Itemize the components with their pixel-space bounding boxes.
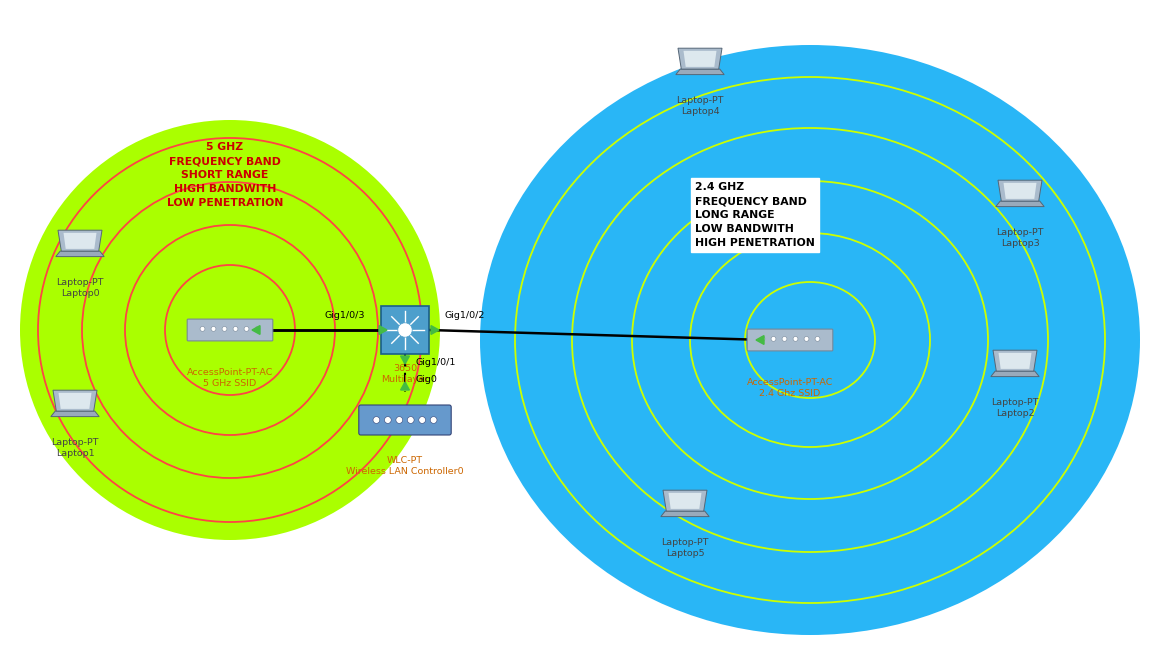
Polygon shape bbox=[661, 511, 709, 517]
Polygon shape bbox=[998, 180, 1042, 201]
Polygon shape bbox=[676, 69, 724, 74]
Circle shape bbox=[782, 336, 786, 342]
Text: Gig1/0/2: Gig1/0/2 bbox=[444, 311, 485, 320]
Text: AccessPoint-PT-AC
5 GHz SSID: AccessPoint-PT-AC 5 GHz SSID bbox=[187, 368, 274, 388]
Polygon shape bbox=[995, 201, 1044, 206]
FancyBboxPatch shape bbox=[358, 405, 451, 435]
Polygon shape bbox=[668, 493, 702, 509]
Circle shape bbox=[211, 326, 216, 331]
Circle shape bbox=[398, 323, 412, 337]
Polygon shape bbox=[64, 233, 96, 249]
Text: 5 GHZ
FREQUENCY BAND
SHORT RANGE
HIGH BANDWITH
LOW PENETRATION: 5 GHZ FREQUENCY BAND SHORT RANGE HIGH BA… bbox=[167, 142, 283, 208]
Circle shape bbox=[771, 336, 776, 342]
Circle shape bbox=[760, 336, 764, 342]
Circle shape bbox=[244, 326, 249, 331]
Circle shape bbox=[407, 417, 414, 423]
Text: Laptop-PT
Laptop1: Laptop-PT Laptop1 bbox=[51, 438, 99, 458]
Circle shape bbox=[815, 336, 820, 342]
Text: Gig1/0/1: Gig1/0/1 bbox=[415, 358, 456, 367]
Polygon shape bbox=[58, 393, 92, 409]
Circle shape bbox=[793, 336, 798, 342]
Text: Laptop-PT
Laptop0: Laptop-PT Laptop0 bbox=[56, 278, 103, 298]
Circle shape bbox=[804, 336, 809, 342]
Text: Laptop-PT
Laptop4: Laptop-PT Laptop4 bbox=[676, 96, 724, 116]
Polygon shape bbox=[664, 490, 706, 511]
Polygon shape bbox=[1003, 183, 1037, 199]
FancyBboxPatch shape bbox=[380, 306, 429, 354]
Polygon shape bbox=[53, 390, 97, 411]
Polygon shape bbox=[999, 353, 1031, 369]
Circle shape bbox=[255, 326, 260, 331]
Polygon shape bbox=[56, 251, 104, 257]
Text: 2.4 GHZ
FREQUENCY BAND
LONG RANGE
LOW BANDWITH
HIGH PENETRATION: 2.4 GHZ FREQUENCY BAND LONG RANGE LOW BA… bbox=[695, 182, 814, 248]
Polygon shape bbox=[432, 326, 438, 334]
Text: Laptop-PT
Laptop3: Laptop-PT Laptop3 bbox=[996, 228, 1044, 248]
FancyBboxPatch shape bbox=[187, 319, 273, 341]
Circle shape bbox=[430, 417, 437, 423]
Circle shape bbox=[233, 326, 238, 331]
Polygon shape bbox=[252, 326, 260, 334]
Text: Laptop-PT
Laptop5: Laptop-PT Laptop5 bbox=[661, 538, 709, 558]
Text: Gig1/0/3: Gig1/0/3 bbox=[325, 311, 365, 320]
Polygon shape bbox=[58, 231, 102, 251]
FancyBboxPatch shape bbox=[747, 329, 833, 351]
Polygon shape bbox=[991, 371, 1039, 377]
Polygon shape bbox=[993, 350, 1037, 371]
Polygon shape bbox=[677, 48, 722, 69]
Polygon shape bbox=[51, 411, 100, 417]
Polygon shape bbox=[756, 336, 764, 344]
Text: WLC-PT
Wireless LAN Controller0: WLC-PT Wireless LAN Controller0 bbox=[346, 456, 464, 476]
Polygon shape bbox=[400, 356, 409, 364]
Circle shape bbox=[374, 417, 379, 423]
Text: AccessPoint-PT-AC
2.4 Ghz SSID: AccessPoint-PT-AC 2.4 Ghz SSID bbox=[747, 378, 833, 398]
Circle shape bbox=[222, 326, 227, 331]
Circle shape bbox=[20, 120, 440, 540]
Text: 3650
Multilayer: 3650 Multilayer bbox=[382, 364, 428, 384]
Circle shape bbox=[200, 326, 205, 331]
Circle shape bbox=[384, 417, 391, 423]
Polygon shape bbox=[683, 51, 717, 67]
Circle shape bbox=[419, 417, 426, 423]
Circle shape bbox=[396, 417, 403, 423]
Text: Laptop-PT
Laptop2: Laptop-PT Laptop2 bbox=[992, 398, 1038, 418]
Polygon shape bbox=[400, 382, 409, 390]
Polygon shape bbox=[379, 326, 387, 334]
Ellipse shape bbox=[480, 45, 1140, 635]
Text: Gig0: Gig0 bbox=[415, 375, 437, 384]
